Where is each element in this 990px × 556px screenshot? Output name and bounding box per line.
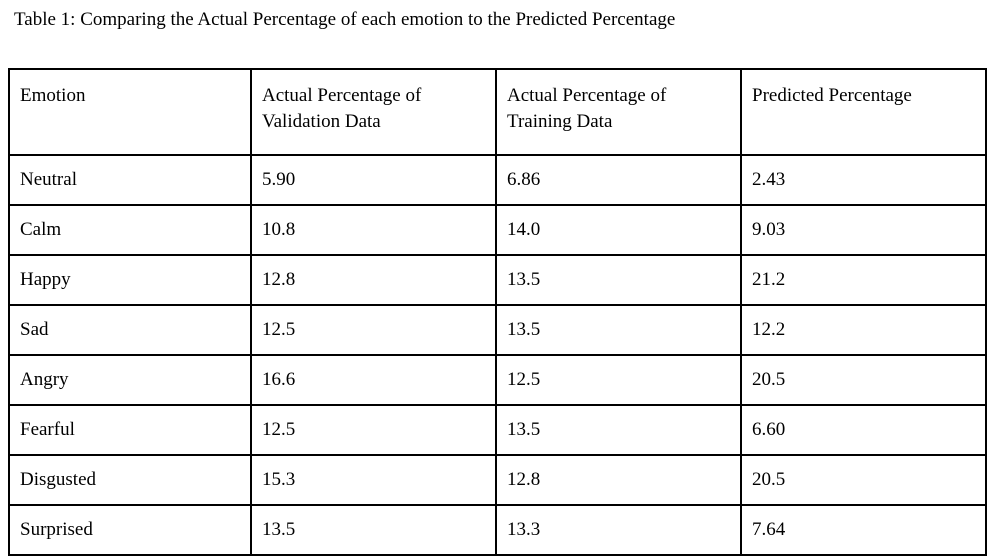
table-row: Calm 10.8 14.0 9.03 <box>8 204 987 256</box>
column-header-predicted: Predicted Percentage <box>740 68 987 156</box>
cell-training: 13.5 <box>495 304 742 356</box>
cell-predicted: 12.2 <box>740 304 987 356</box>
cell-validation: 12.5 <box>250 404 497 456</box>
cell-training: 13.5 <box>495 254 742 306</box>
column-header-emotion: Emotion <box>8 68 252 156</box>
cell-predicted: 20.5 <box>740 454 987 506</box>
cell-validation: 12.5 <box>250 304 497 356</box>
table-row: Surprised 13.5 13.3 7.64 <box>8 504 987 556</box>
cell-predicted: 9.03 <box>740 204 987 256</box>
emotion-percentage-table: Emotion Actual Percentage of Validation … <box>8 68 987 556</box>
header-row: Emotion Actual Percentage of Validation … <box>8 68 987 156</box>
cell-predicted: 20.5 <box>740 354 987 406</box>
table-row: Angry 16.6 12.5 20.5 <box>8 354 987 406</box>
cell-training: 6.86 <box>495 154 742 206</box>
column-header-validation: Actual Percentage of Validation Data <box>250 68 497 156</box>
cell-predicted: 7.64 <box>740 504 987 556</box>
column-header-training: Actual Percentage of Training Data <box>495 68 742 156</box>
table-row: Happy 12.8 13.5 21.2 <box>8 254 987 306</box>
cell-predicted: 2.43 <box>740 154 987 206</box>
cell-predicted: 21.2 <box>740 254 987 306</box>
cell-validation: 16.6 <box>250 354 497 406</box>
cell-emotion: Happy <box>8 254 252 306</box>
cell-emotion: Surprised <box>8 504 252 556</box>
cell-validation: 10.8 <box>250 204 497 256</box>
table-row: Disgusted 15.3 12.8 20.5 <box>8 454 987 506</box>
cell-validation: 5.90 <box>250 154 497 206</box>
cell-emotion: Disgusted <box>8 454 252 506</box>
table-row: Neutral 5.90 6.86 2.43 <box>8 154 987 206</box>
cell-training: 12.5 <box>495 354 742 406</box>
cell-validation: 15.3 <box>250 454 497 506</box>
cell-emotion: Fearful <box>8 404 252 456</box>
table-caption: Table 1: Comparing the Actual Percentage… <box>14 9 676 30</box>
cell-training: 12.8 <box>495 454 742 506</box>
cell-emotion: Angry <box>8 354 252 406</box>
cell-emotion: Calm <box>8 204 252 256</box>
cell-emotion: Sad <box>8 304 252 356</box>
cell-training: 14.0 <box>495 204 742 256</box>
cell-emotion: Neutral <box>8 154 252 206</box>
cell-predicted: 6.60 <box>740 404 987 456</box>
table-row: Sad 12.5 13.5 12.2 <box>8 304 987 356</box>
cell-training: 13.3 <box>495 504 742 556</box>
cell-validation: 13.5 <box>250 504 497 556</box>
table-row: Fearful 12.5 13.5 6.60 <box>8 404 987 456</box>
cell-validation: 12.8 <box>250 254 497 306</box>
cell-training: 13.5 <box>495 404 742 456</box>
